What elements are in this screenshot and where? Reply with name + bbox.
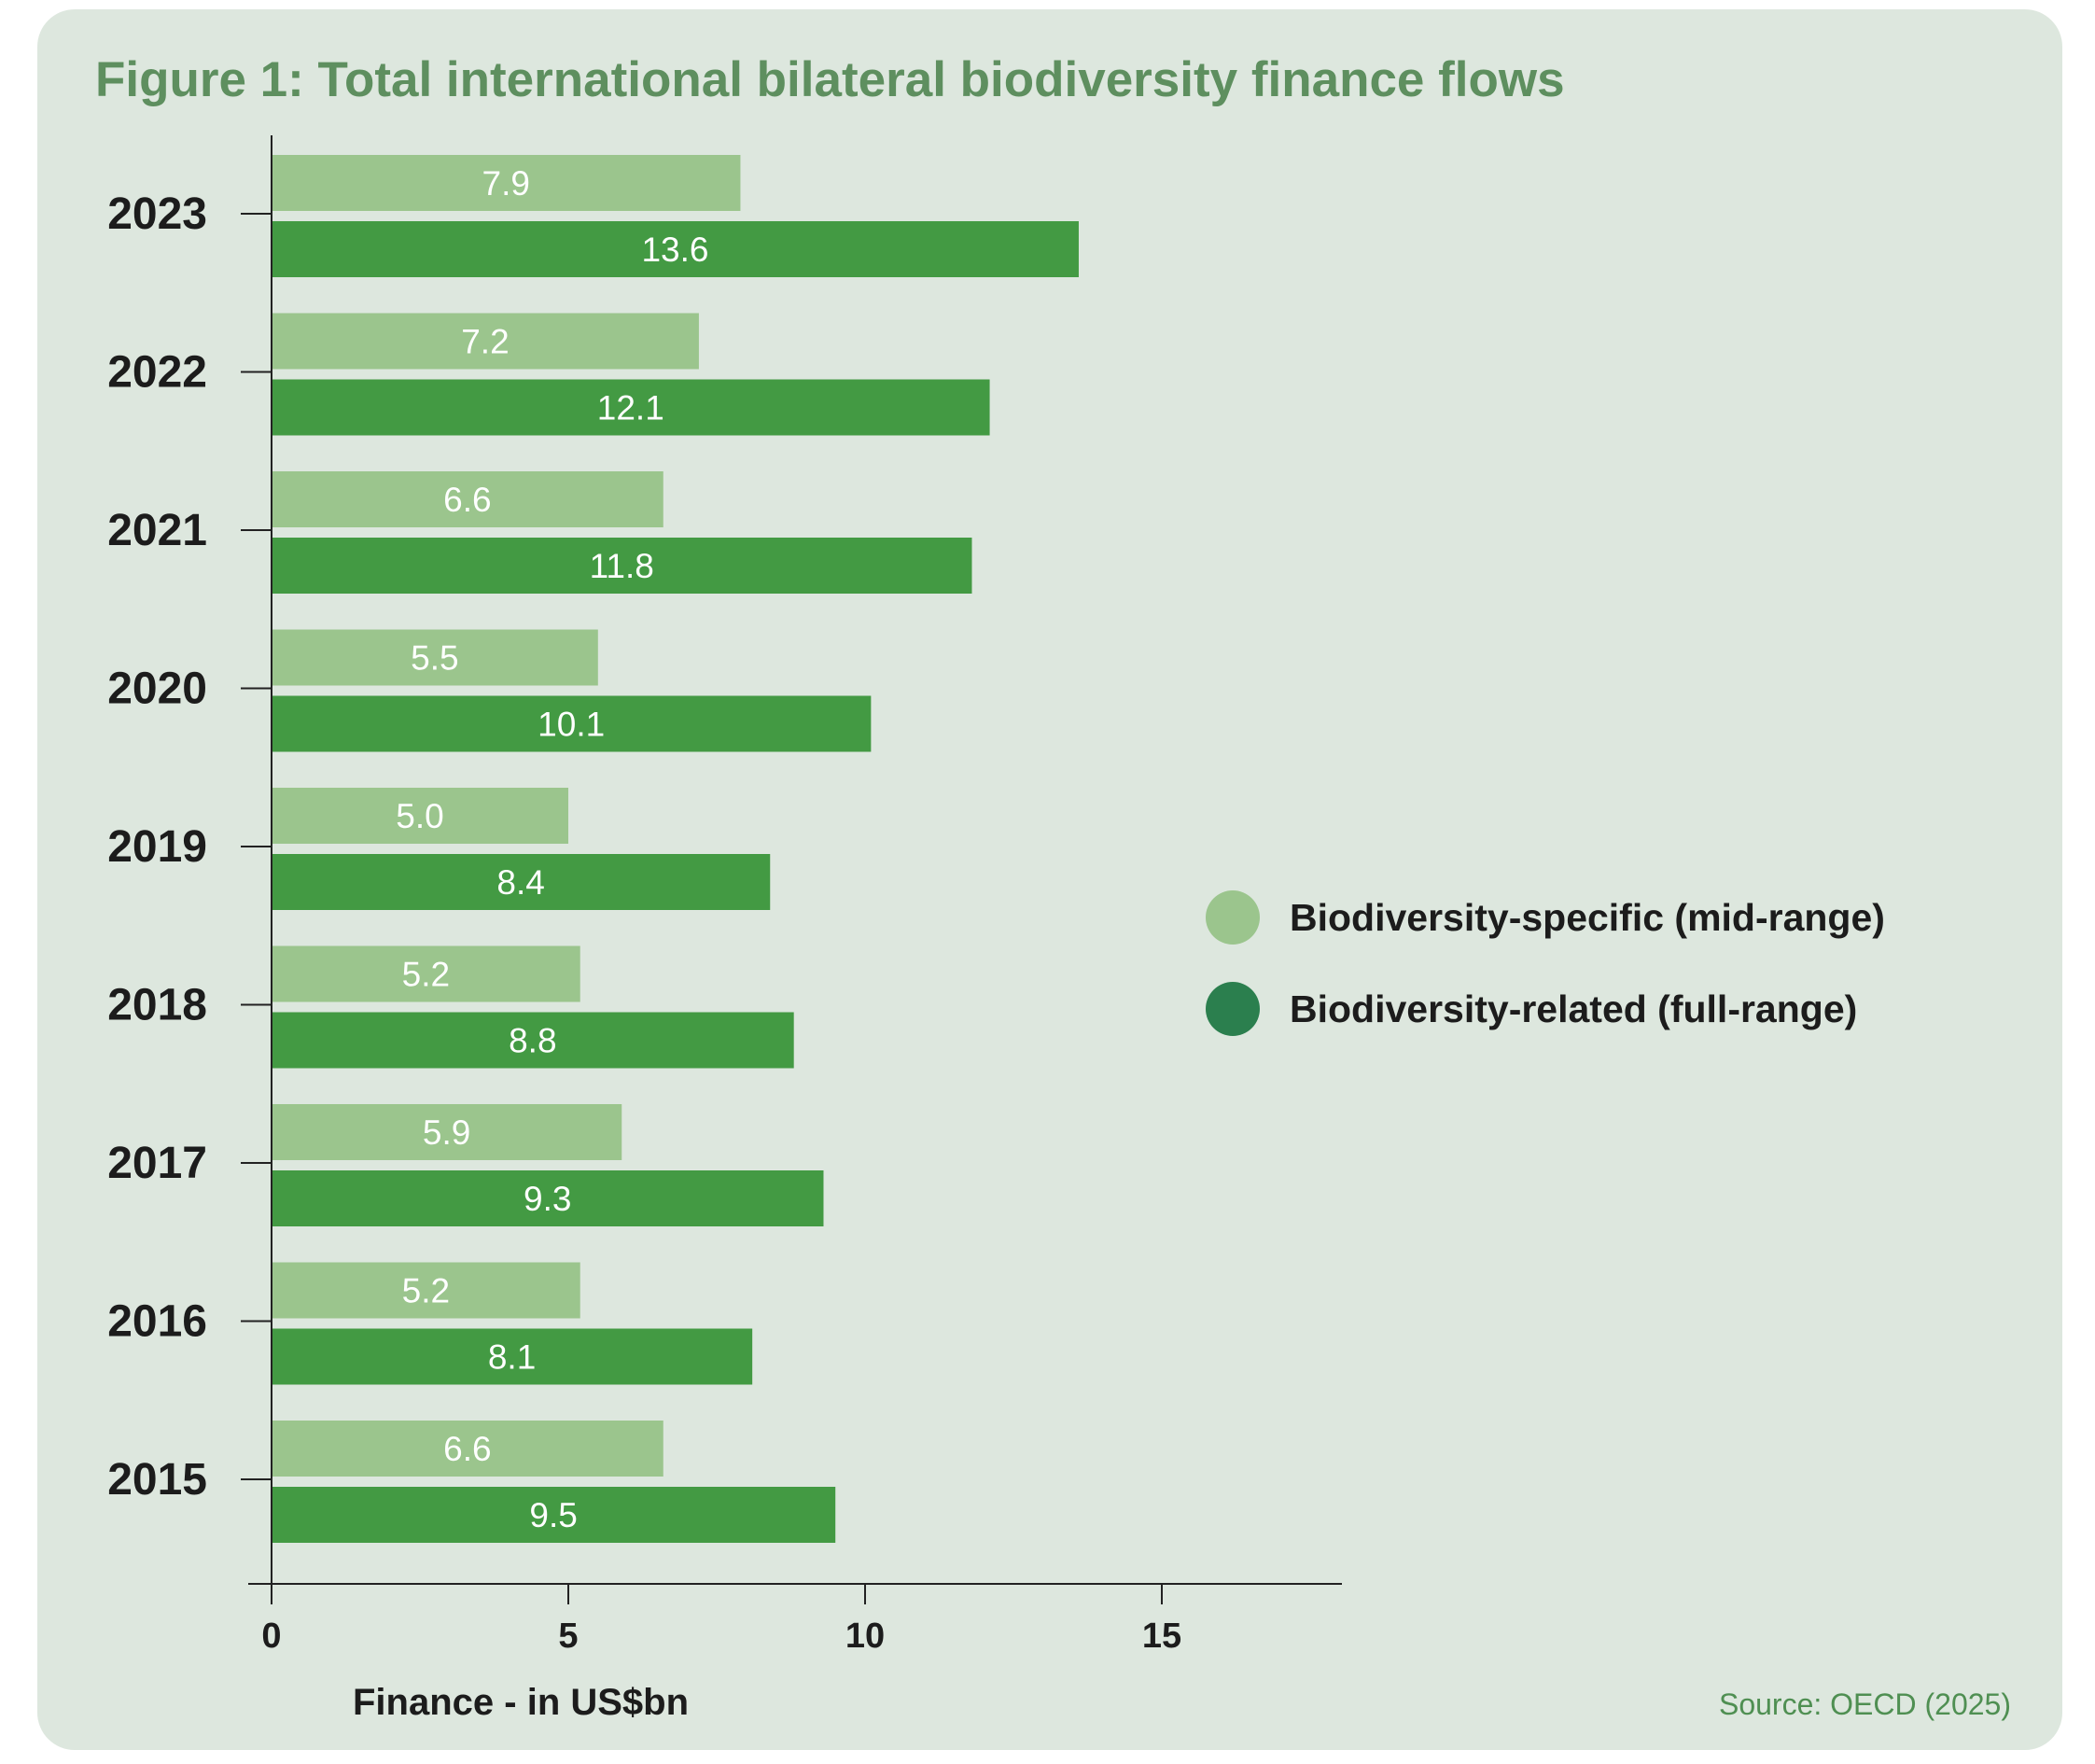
data-label-related-2022: 12.1 [597,389,664,427]
data-label-related-2021: 11.8 [590,547,654,585]
data-label-related-2019: 8.4 [496,863,544,902]
bar-related-2017 [272,1170,824,1226]
data-label-specific-2015: 6.6 [443,1430,491,1468]
data-label-related-2016: 8.1 [488,1338,536,1377]
y-tick-label-2021: 2021 [107,506,207,555]
legend-marker-specific [1206,890,1260,945]
legend-label-related: Biodiversity-related (full-range) [1290,987,1858,1030]
y-tick-label-2020: 2020 [107,665,207,714]
chart-title: Figure 1: Total international bilateral … [95,52,1565,107]
bar-related-2015 [272,1487,836,1543]
data-label-related-2023: 13.6 [641,231,708,269]
data-label-specific-2017: 5.9 [423,1113,470,1152]
x-tick-label-5: 5 [558,1617,578,1656]
bar-specific-2019 [272,788,568,844]
bar-specific-2023 [272,155,741,211]
bar-specific-2017 [272,1104,622,1160]
x-tick-label-0: 0 [261,1617,281,1656]
data-label-specific-2016: 5.2 [402,1272,450,1310]
data-label-specific-2023: 7.9 [482,164,530,203]
data-label-specific-2018: 5.2 [402,956,450,994]
bar-related-2022 [272,379,990,436]
y-tick-label-2022: 2022 [107,348,207,398]
legend-item-related: Biodiversity-related (full-range) [1206,982,1885,1036]
data-label-related-2020: 10.1 [538,706,605,744]
data-label-related-2015: 9.5 [529,1496,577,1534]
bar-specific-2022 [272,313,699,370]
bar-specific-2015 [272,1421,663,1477]
y-tick-label-2019: 2019 [107,822,207,872]
data-label-specific-2020: 5.5 [411,639,458,678]
bar-related-2023 [272,221,1079,277]
data-label-specific-2019: 5.0 [396,797,443,835]
source-note: Source: OECD (2025) [1718,1687,2011,1721]
x-axis-title: Finance - in US$bn [353,1682,690,1723]
data-label-related-2017: 9.3 [524,1180,571,1218]
bar-related-2018 [272,1012,794,1069]
y-tick-label-2018: 2018 [107,981,207,1030]
bar-specific-2021 [272,471,663,527]
bar-related-2016 [272,1328,753,1385]
legend-label-specific: Biodiversity-specific (mid-range) [1290,895,1885,939]
data-label-related-2018: 8.8 [509,1022,556,1060]
chart-legend: Biodiversity-specific (mid-range) Biodiv… [1206,890,1885,1074]
y-tick-label-2023: 2023 [107,189,207,239]
x-tick-label-10: 10 [845,1617,885,1656]
data-label-specific-2021: 6.6 [443,481,491,519]
y-tick-label-2016: 2016 [107,1297,207,1347]
legend-marker-related [1206,982,1260,1036]
bar-related-2021 [272,538,972,594]
legend-item-specific: Biodiversity-specific (mid-range) [1206,890,1885,945]
data-label-specific-2022: 7.2 [461,323,509,361]
bar-specific-2018 [272,945,580,1002]
bar-specific-2020 [272,629,598,686]
y-tick-label-2015: 2015 [107,1455,207,1505]
bar-related-2020 [272,695,872,752]
bar-related-2019 [272,854,771,910]
x-tick-label-15: 15 [1142,1617,1181,1656]
bar-specific-2016 [272,1262,580,1319]
y-tick-label-2017: 2017 [107,1139,207,1188]
